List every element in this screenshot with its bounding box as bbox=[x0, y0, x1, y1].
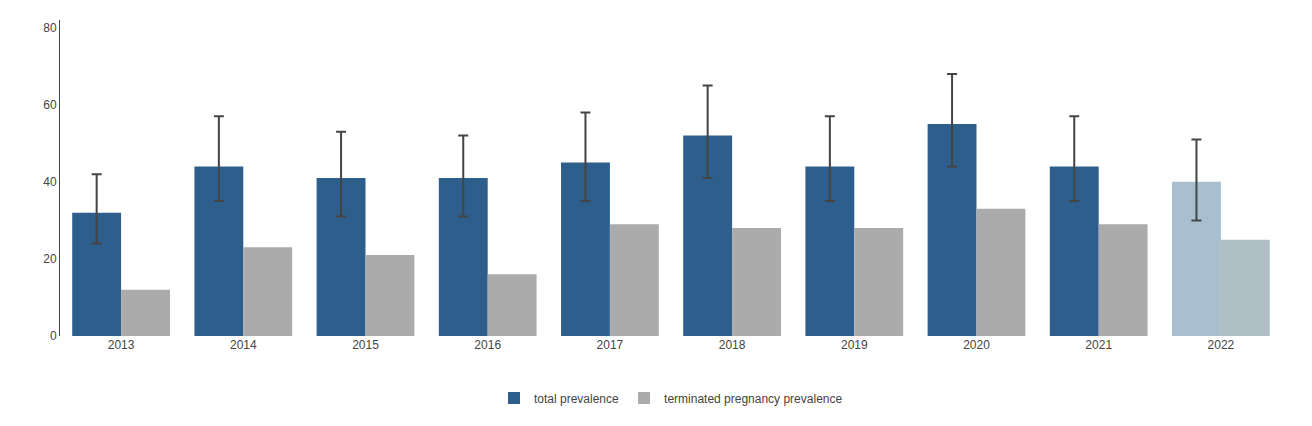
svg-text:2015: 2015 bbox=[352, 338, 379, 352]
svg-text:2018: 2018 bbox=[719, 338, 746, 352]
svg-text:2020: 2020 bbox=[963, 338, 990, 352]
svg-text:20: 20 bbox=[43, 252, 57, 266]
svg-text:60: 60 bbox=[43, 98, 57, 112]
svg-text:80: 80 bbox=[43, 21, 57, 35]
svg-text:2013: 2013 bbox=[108, 338, 135, 352]
svg-text:2019: 2019 bbox=[841, 338, 868, 352]
svg-text:2014: 2014 bbox=[230, 338, 257, 352]
svg-text:40: 40 bbox=[43, 175, 57, 189]
svg-text:0: 0 bbox=[50, 329, 57, 343]
svg-text:total prevalence: total prevalence bbox=[534, 392, 619, 406]
svg-text:2022: 2022 bbox=[1208, 338, 1235, 352]
svg-text:terminated pregnancy prevalenc: terminated pregnancy prevalence bbox=[664, 392, 842, 406]
svg-text:2017: 2017 bbox=[597, 338, 624, 352]
svg-text:2016: 2016 bbox=[474, 338, 501, 352]
svg-text:2021: 2021 bbox=[1085, 338, 1112, 352]
